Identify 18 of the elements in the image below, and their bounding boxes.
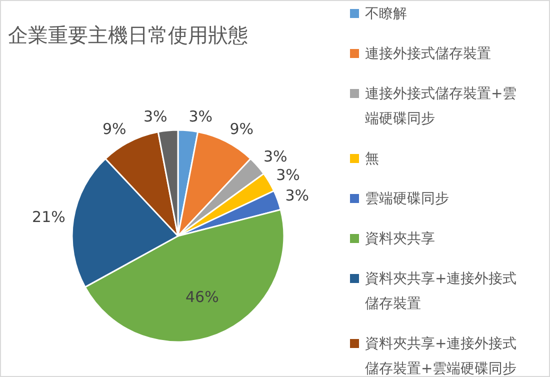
legend-label: 連接外接式儲存裝置 <box>365 46 491 62</box>
legend-label: 不瞭解 <box>365 6 407 22</box>
legend-label: 雲端硬碟同步 <box>365 191 449 207</box>
data-label: 3% <box>143 108 168 126</box>
data-label: 9% <box>102 120 126 138</box>
data-label: 3% <box>276 166 300 184</box>
legend-label: 無 <box>365 151 379 167</box>
legend-label: 資料夾共享 <box>365 231 435 247</box>
data-label: 9% <box>230 120 254 138</box>
legend-label: 連接外接式儲存裝置+雲端硬碟同步 <box>365 86 517 127</box>
data-label: 3% <box>188 108 213 126</box>
data-label: 46% <box>186 288 219 306</box>
legend-label: 資料夾共享+連接外接式儲存裝置+雲端硬碟同步 <box>365 336 517 377</box>
data-label: 21% <box>32 208 66 226</box>
data-label: 3% <box>285 186 310 204</box>
text: 企業重要主機日常使用狀態 <box>8 23 248 47</box>
data-label: 3% <box>264 148 288 166</box>
legend-label: 資料夾共享+連接外接式儲存裝置 <box>365 271 517 312</box>
